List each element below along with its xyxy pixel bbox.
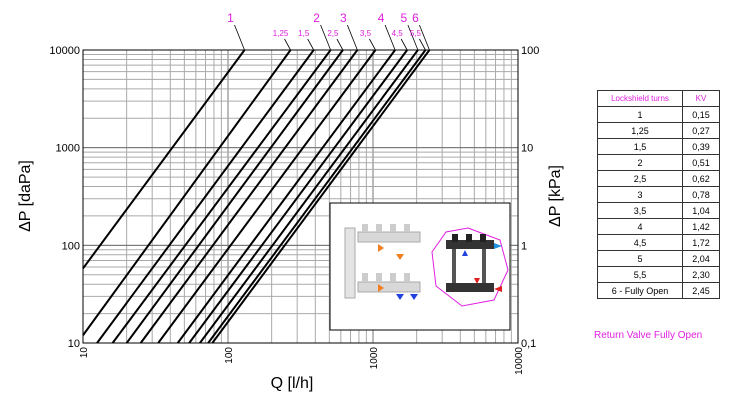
table-cell-turns: 1 — [597, 106, 683, 123]
series-label-2: 2 — [313, 11, 320, 25]
series-line-5,5 — [207, 49, 427, 344]
table-cell-turns: 3,5 — [597, 202, 683, 219]
series-line-6 — [211, 49, 431, 344]
x-tick-label: 10 — [79, 347, 90, 359]
table-row: 3 0,78 — [597, 186, 720, 203]
table-cell-kv: 1,04 — [682, 202, 720, 219]
pressure-drop-chart: 11,25 1,522,533,544,555,56 10 100 1000 10000… — [17, 11, 564, 392]
series-leader — [284, 38, 291, 51]
series-line-4,5 — [188, 49, 408, 344]
table-row: 1,25 0,27 — [597, 122, 720, 139]
series-line-2 — [111, 49, 332, 344]
table-cell-turns: 1,5 — [597, 138, 683, 155]
series-label-6: 6 — [412, 11, 419, 25]
kv-table: Lockshield turns KV 1 0,15 1,25 0,27 1,5 0,39… — [597, 90, 720, 299]
table-row: 5 2,04 — [597, 250, 720, 267]
series-leader — [346, 24, 358, 51]
series-line-3 — [139, 49, 359, 344]
y-tick-label: 100 — [62, 240, 80, 252]
table-cell-kv: 2,45 — [682, 282, 720, 299]
y-tick-label: 10000 — [49, 45, 80, 57]
series-label-1: 1 — [227, 11, 234, 25]
series-label-4,5: 4,5 — [392, 29, 404, 38]
series-label-3: 3 — [340, 11, 347, 25]
series-line-3,5 — [157, 49, 377, 344]
series-leader — [419, 24, 430, 51]
series-leader — [336, 38, 344, 51]
manifold-inset — [329, 202, 511, 331]
table-row: 2 0,51 — [597, 154, 720, 171]
series-labels: 1 1,25 1,52 2,53 3,5 4 4,5 55,5 6 — [227, 11, 430, 51]
table-row: 5,5 2,30 — [597, 266, 720, 283]
table-cell-turns: 5 — [597, 250, 683, 267]
x-tick-label: 1000 — [369, 347, 380, 370]
series-label-1,25: 1,25 — [273, 29, 289, 38]
y-right-tick-label: 0,1 — [521, 338, 536, 350]
series-leader — [320, 24, 331, 51]
table-cell-turns: 5,5 — [597, 266, 683, 283]
series-lines — [82, 49, 431, 344]
return-valve-note: Return Valve Fully Open — [594, 330, 703, 341]
series-line-2,5 — [125, 49, 344, 344]
series-line-5 — [199, 49, 419, 344]
series-line-4 — [176, 49, 396, 344]
table-cell-turns: 4,5 — [597, 234, 683, 251]
series-leader — [419, 38, 426, 51]
table-cell-kv: 0,39 — [682, 138, 720, 155]
inset-frame — [329, 202, 511, 331]
series-leader — [307, 38, 315, 51]
table-cell-kv: 0,51 — [682, 154, 720, 171]
series-label-2,5: 2,5 — [327, 29, 339, 38]
series-leader — [400, 38, 408, 51]
y-axis-right-label: ΔP [kPa] — [547, 165, 564, 227]
table-cell-turns: 4 — [597, 218, 683, 235]
table-row: 3,5 1,04 — [597, 202, 720, 219]
y-tick-label: 1000 — [56, 143, 80, 155]
table-cell-kv: 1,42 — [682, 218, 720, 235]
table-cell-turns: 1,25 — [597, 122, 683, 139]
series-leader — [369, 38, 376, 51]
x-tick-label: 10000 — [514, 347, 525, 375]
table-cell-kv: 2,04 — [682, 250, 720, 267]
table-cell-kv: 2,30 — [682, 266, 720, 283]
plot-frame — [82, 49, 519, 344]
series-leader — [384, 24, 396, 51]
y-axis-label: ΔP [daPa] — [17, 160, 34, 232]
table-cell-kv: 1,72 — [682, 234, 720, 251]
series-label-3,5: 3,5 — [360, 29, 372, 38]
table-cell-turns: 6 - Fully Open — [597, 282, 683, 299]
table-cell-turns: 2 — [597, 154, 683, 171]
y-tick-label: 10 — [68, 338, 80, 350]
manifold-diagram-icon — [344, 224, 509, 307]
series-line-1,25 — [82, 49, 292, 336]
table-row: 4 1,42 — [597, 218, 720, 235]
x-tick-label: 100 — [224, 347, 235, 364]
series-label-5,5: 5,5 — [410, 29, 422, 38]
series-label-1,5: 1,5 — [298, 29, 310, 38]
table-row: 6 - Fully Open 2,45 — [597, 282, 720, 299]
series-line-1 — [82, 49, 246, 270]
table-cell-kv: 0,15 — [682, 106, 720, 123]
y-right-tick-label: 100 — [521, 45, 539, 57]
series-leader — [234, 24, 245, 51]
table-cell-kv: 0,78 — [682, 186, 720, 203]
series-leader — [407, 24, 419, 51]
table-cell-turns: 3 — [597, 186, 683, 203]
table-header-turns: Lockshield turns — [597, 90, 683, 107]
series-label-5: 5 — [401, 11, 408, 25]
table-row: 2,5 0,62 — [597, 170, 720, 187]
x-axis-label: Q [l/h] — [271, 375, 314, 392]
table-row: 1 0,15 — [597, 106, 720, 123]
table-cell-kv: 0,27 — [682, 122, 720, 139]
series-label-4: 4 — [378, 11, 385, 25]
series-line-1,5 — [96, 49, 315, 344]
table-header-kv: KV — [682, 90, 720, 107]
table-row: 4,5 1,72 — [597, 234, 720, 251]
y-right-tick-label: 1 — [521, 240, 527, 252]
table-cell-turns: 2,5 — [597, 170, 683, 187]
table-cell-kv: 0,62 — [682, 170, 720, 187]
table-row: 1,5 0,39 — [597, 138, 720, 155]
y-right-tick-label: 10 — [521, 143, 533, 155]
